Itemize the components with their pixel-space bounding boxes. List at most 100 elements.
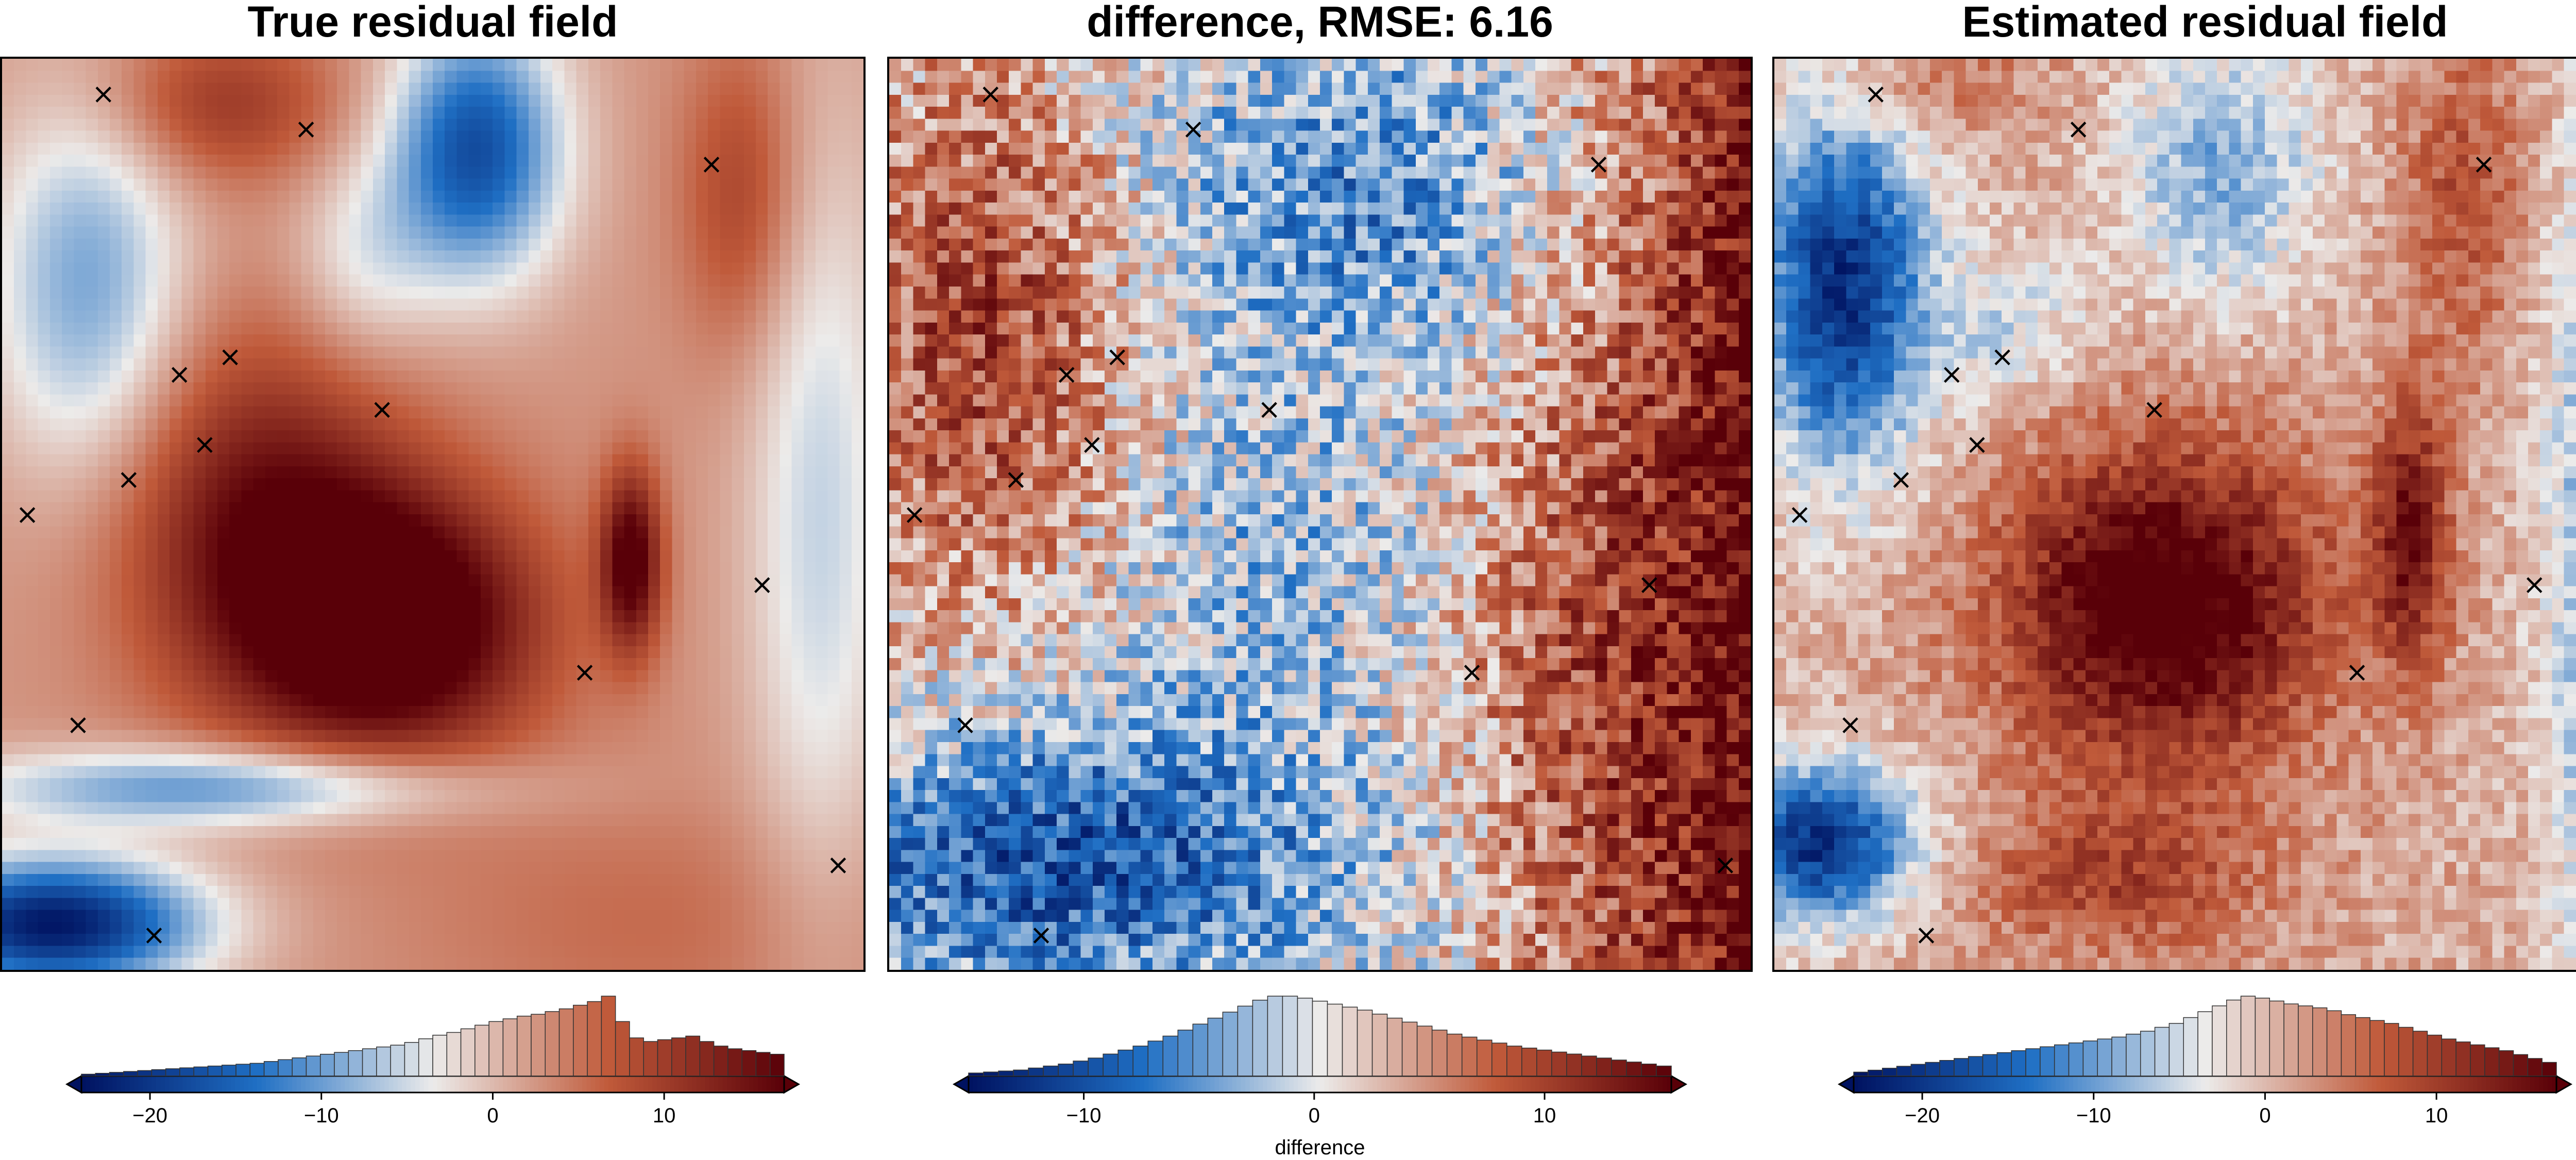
colorbar-segment [1105,1076,1110,1092]
colorbar-segment [244,1076,249,1092]
colorbar-tick-label: 0 [2259,1104,2270,1127]
histogram-bar [1910,1064,1926,1077]
colorbar-segment [1350,1076,1356,1092]
colorbar-segment [1500,1076,1505,1092]
colorbar-segment [775,1076,781,1092]
data-point-marker: × [1864,78,1887,110]
colorbar-segment [1100,1076,1106,1092]
colorbar-segment [1517,1076,1523,1092]
histogram-bar [1297,998,1313,1077]
histogram-bar [193,1066,209,1077]
colorbar-segment [2011,1076,2017,1092]
colorbar-estimated: −20 −10 0 10 [1837,984,2573,1139]
colorbar-segment [1451,1076,1457,1092]
data-point-marker: × [751,568,774,601]
colorbar-segment [1438,1076,1444,1092]
colorbar-segment [718,1076,723,1092]
colorbar-segment [2371,1076,2377,1092]
colorbar-segment [2385,1076,2391,1092]
panel-title-difference: difference, RMSE: 6.16 [1087,0,1553,46]
histogram-bar [1117,1049,1133,1077]
colorbar-segment [230,1076,236,1092]
colorbar-segment [2108,1076,2113,1092]
data-point-marker: × [1460,656,1483,688]
histogram-bar [1868,1069,1883,1077]
colorbar-segment [1399,1076,1404,1092]
colorbar-segment [1412,1076,1417,1092]
histogram-bar [1282,996,1298,1077]
colorbar-segment [727,1076,732,1092]
colorbar-segment [485,1076,490,1092]
colorbar-segment [599,1076,605,1092]
colorbar-segment [327,1076,332,1092]
colorbar-segment [1091,1076,1097,1092]
data-point-marker: × [1004,463,1027,496]
colorbar-segment [1561,1076,1567,1092]
colorbar-segment [569,1076,574,1092]
data-point-marker: × [700,148,723,180]
colorbar-segment [2411,1076,2417,1092]
colorbar-segment [1544,1076,1549,1092]
colorbar-segment [1933,1076,1938,1092]
histogram-bar [1641,1064,1657,1077]
colorbar-segment [94,1076,100,1092]
colorbar-segment [2064,1076,2070,1092]
histogram-bar [1476,1039,1493,1077]
colorbar-tick-label: 10 [1533,1104,1556,1127]
colorbar-segment [1588,1076,1593,1092]
colorbar-segment [2552,1076,2557,1092]
colorbar-segment [990,1076,996,1092]
colorbar-segment [191,1076,196,1092]
colorbar-segment [2437,1076,2443,1092]
colorbar-segment [1214,1076,1219,1092]
colorbar-segment [1447,1076,1452,1092]
colorbar-segment [129,1076,135,1092]
colorbar-segment [1858,1076,1863,1092]
colorbar-segment [411,1076,416,1092]
colorbar-segment [1636,1076,1641,1092]
histogram-bar [376,1046,391,1077]
colorbar-segment [2442,1076,2447,1092]
histogram-bar [1566,1053,1582,1077]
histogram-bar [643,1041,658,1077]
colorbar-segment [1597,1076,1602,1092]
histogram-bar [1043,1065,1059,1077]
colorbar-segment [2227,1076,2232,1092]
colorbar-segment [1950,1076,1956,1092]
data-point-marker: × [1587,148,1610,180]
histogram-bar [1252,1000,1268,1077]
colorbar-segment [2499,1076,2504,1092]
data-point-marker: × [2345,656,2368,688]
data-point-marker: × [117,463,140,496]
colorbar-segment [507,1076,513,1092]
colorbar-segment [1249,1076,1255,1092]
histogram-bar [1596,1057,1612,1077]
histogram-bar [727,1048,742,1077]
colorbar-segment [1183,1076,1189,1092]
colorbar-segment [151,1076,157,1092]
histogram-bar [769,1053,785,1077]
colorbar-segment [1131,1076,1136,1092]
histogram-bar [1611,1060,1627,1077]
colorbar-segment [1232,1076,1238,1092]
data-point-marker: × [1839,709,1862,741]
colorbar-segment [1990,1076,1995,1092]
colorbar-segment [753,1076,758,1092]
histogram-bar [1327,1003,1343,1077]
colorbar-segment [1082,1076,1088,1092]
histogram-bar [699,1041,715,1077]
histogram-bar [1162,1035,1179,1077]
data-point-marker: × [1181,113,1205,145]
histogram-bar [1237,1005,1253,1077]
colorbar-segment [683,1076,688,1092]
colorbar-segment [2359,1076,2364,1092]
colorbar-segment [2420,1076,2426,1092]
colorbar-segment [1548,1076,1553,1092]
colorbar-segment [340,1076,346,1092]
data-point-marker: × [370,393,394,426]
histogram-bar [2154,1027,2170,1077]
colorbar-segment [2341,1076,2346,1092]
histogram-bar [109,1072,124,1077]
data-point-marker: × [168,358,191,391]
colorbar-segment [182,1076,188,1092]
